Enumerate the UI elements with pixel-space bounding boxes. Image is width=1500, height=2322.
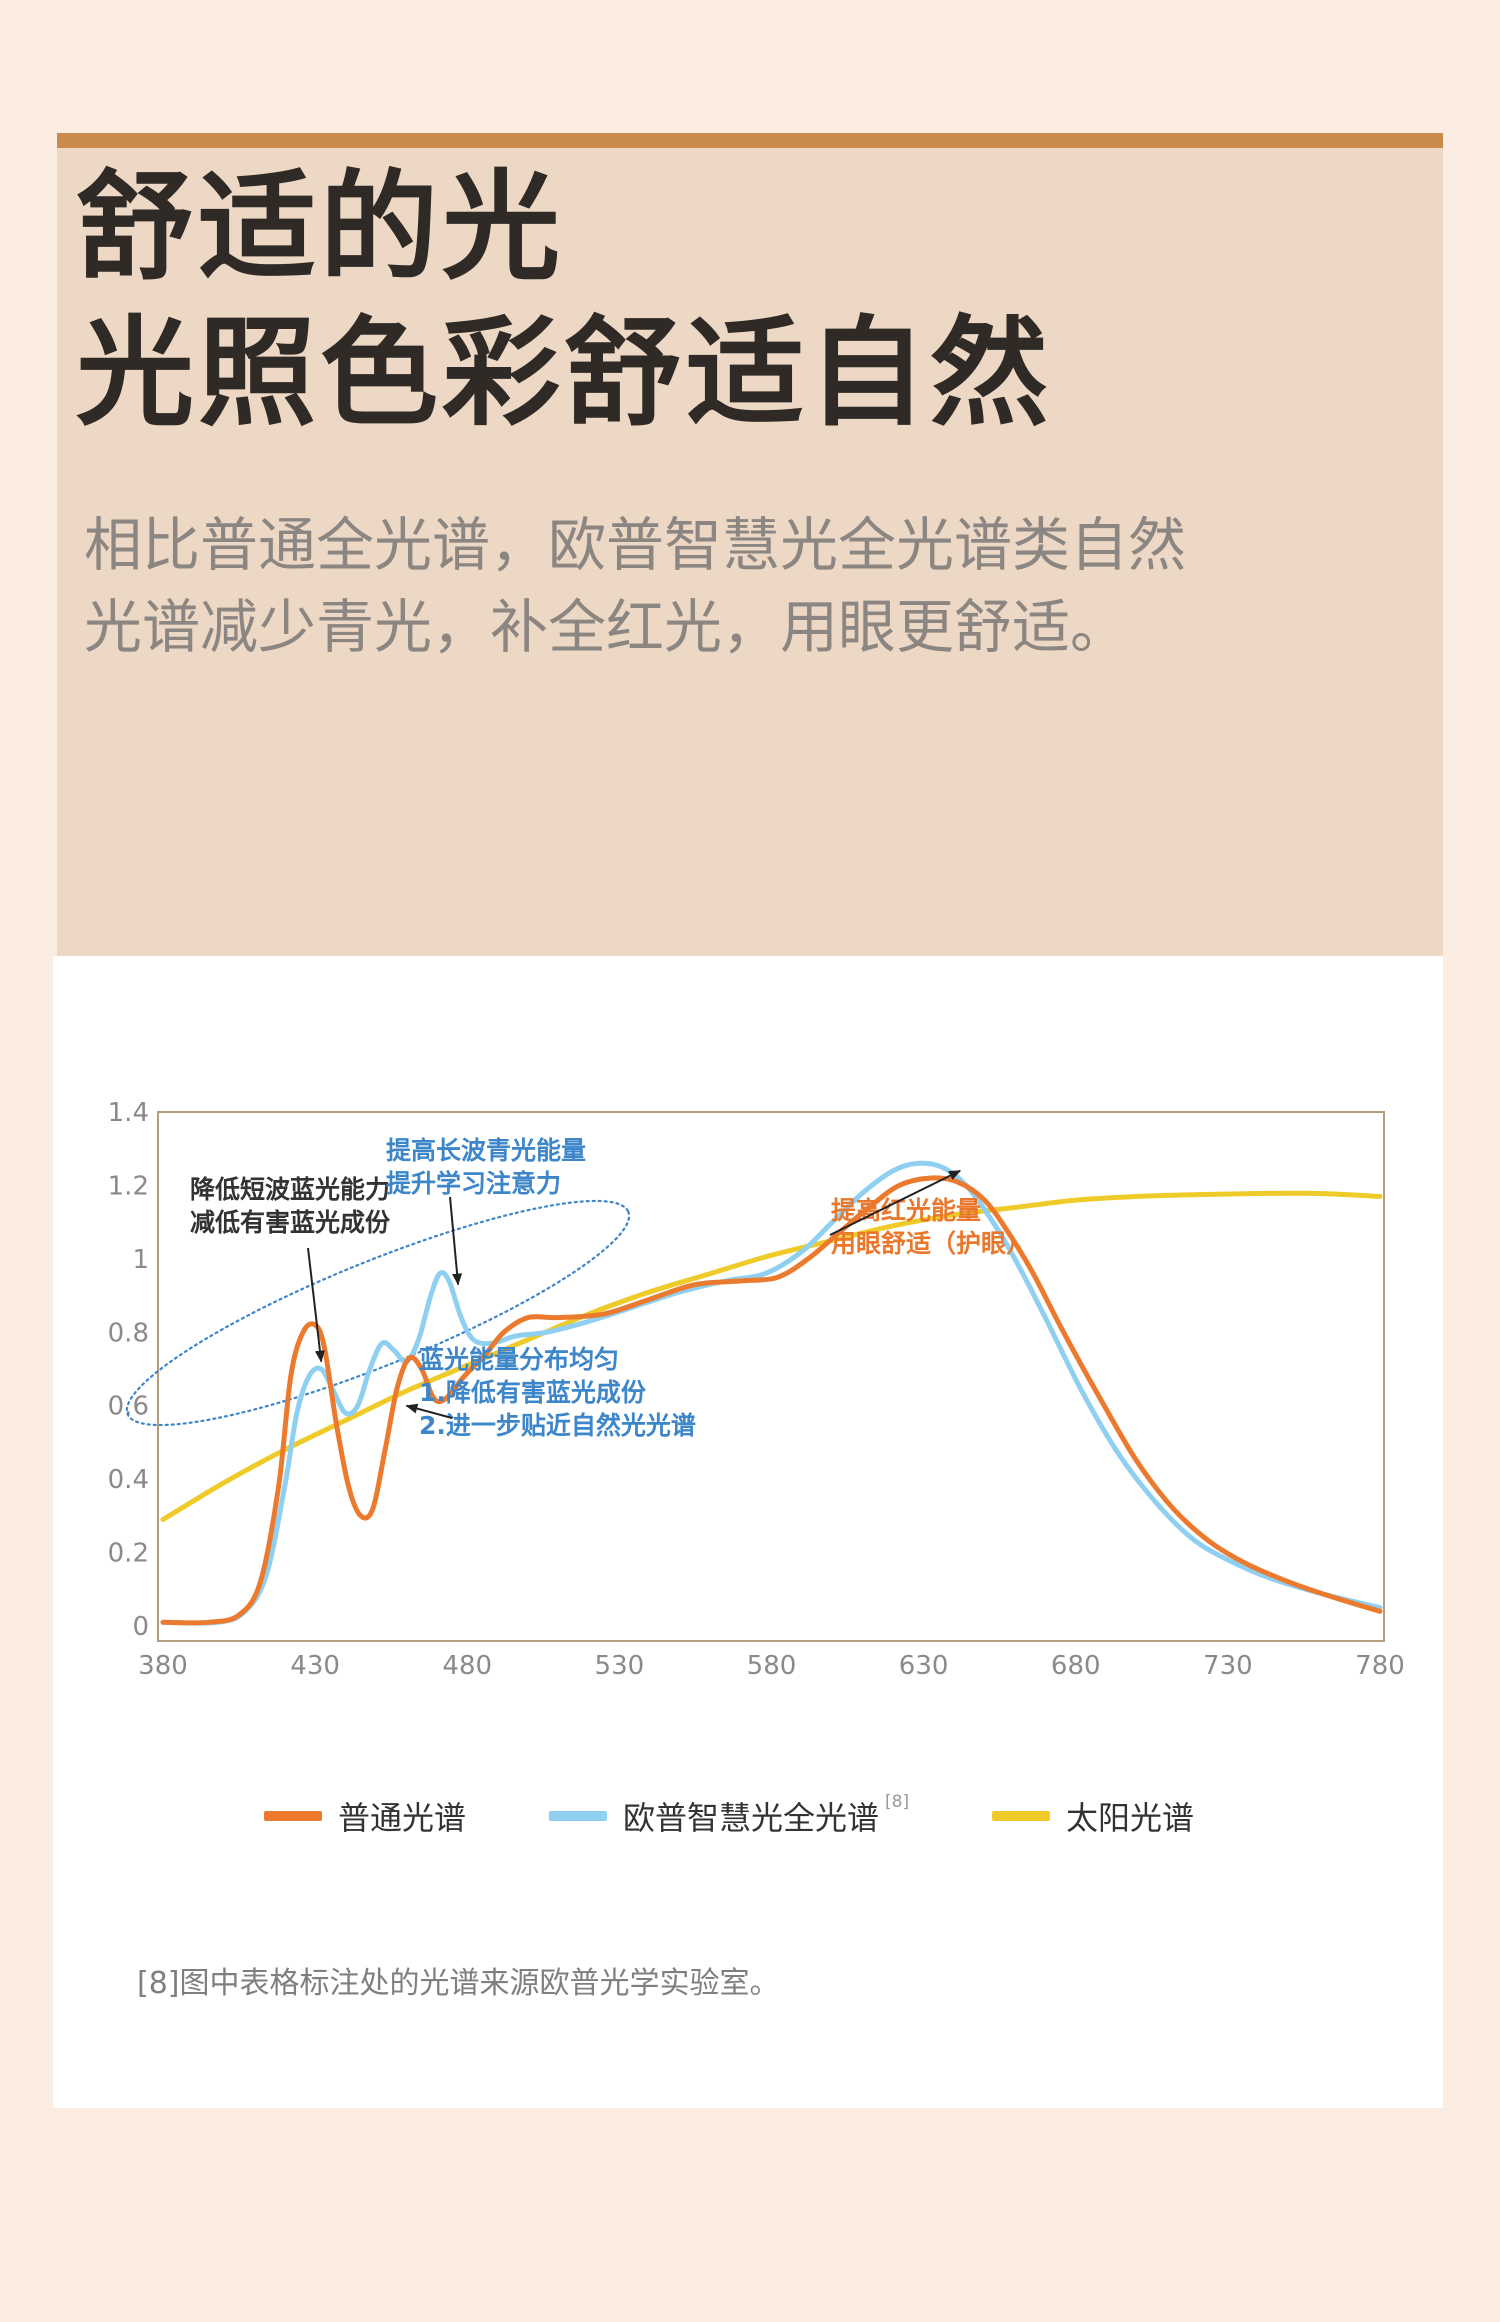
legend-swatch-sun [992, 1811, 1050, 1821]
y-tick-label: 0.8 [108, 1318, 149, 1348]
description-line-1: 相比普通全光谱，欧普智慧光全光谱类自然 [84, 511, 1187, 579]
y-tick-label: 1 [132, 1245, 149, 1275]
legend-label-opple: 欧普智慧光全光谱 [623, 1799, 880, 1837]
annotation-distribution-line-1: 蓝光能量分布均匀 [419, 1345, 619, 1374]
x-tick-label: 780 [1355, 1651, 1405, 1681]
legend-swatch-ordinary [264, 1811, 322, 1821]
y-tick-label: 0 [132, 1612, 149, 1642]
legend-swatch-opple [549, 1811, 607, 1821]
legend-item-sun: 太阳光谱 [992, 1790, 1194, 1842]
x-tick-label: 680 [1051, 1651, 1101, 1681]
annotation-long-wave-line-2: 提升学习注意力 [386, 1169, 561, 1198]
x-tick-label: 480 [442, 1651, 492, 1681]
annotation-short-wave-line-1: 降低短波蓝光能力 [190, 1175, 390, 1204]
annotation-distribution-line-2: 1.降低有害蓝光成份 [419, 1378, 646, 1407]
description-line-2: 光谱减少青光，补全红光，用眼更舒适。 [84, 593, 1129, 661]
page-subtitle: 光照色彩舒适自然 [76, 304, 1053, 442]
annotation-long-wave-arrow [449, 1196, 463, 1286]
x-axis-ticks: 380 430 480 530 580 630 680 730 780 [138, 1651, 1405, 1681]
page-title: 舒适的光 [76, 158, 565, 296]
series-line-sun [160, 1190, 1383, 1522]
annotation-distribution-line-3: 2.进一步贴近自然光光谱 [419, 1411, 696, 1440]
highlight-ellipse [125, 1199, 631, 1427]
y-tick-label: 0.6 [108, 1392, 149, 1422]
y-tick-label: 0.4 [108, 1465, 149, 1495]
chart-card: 0 0.2 0.4 0.6 0.8 1 1.2 1.4 380 430 480 530 580 630 6… [53, 956, 1443, 2108]
x-tick-label: 580 [747, 1651, 797, 1681]
annotation-short-wave-line-2: 减低有害蓝光成份 [190, 1208, 390, 1237]
plot-frame [157, 1111, 1385, 1642]
y-tick-label: 0.2 [108, 1539, 149, 1569]
legend-item-opple: 欧普智慧光全光谱 [8] [549, 1790, 909, 1842]
spectrum-chart: 0 0.2 0.4 0.6 0.8 1 1.2 1.4 380 430 480 530 580 630 6… [108, 1098, 1405, 1681]
annotation-red-light-arrow [829, 1169, 962, 1236]
y-tick-label: 1.4 [108, 1098, 149, 1128]
x-tick-label: 530 [595, 1651, 645, 1681]
annotation-long-wave-line-1: 提高长波青光能量 [386, 1136, 586, 1165]
top-accent-bar [57, 133, 1443, 148]
footnote-reference: [8] [885, 1792, 910, 1812]
annotation-distribution-arrow [405, 1403, 453, 1419]
hero-panel [57, 148, 1443, 956]
annotation-red-light-line-2: 用眼舒适（护眼） [831, 1229, 1031, 1258]
footnote: [8]图中表格标注处的光谱来源欧普光学实验室。 [137, 1966, 780, 2001]
x-tick-label: 430 [290, 1651, 340, 1681]
y-axis-ticks: 0 0.2 0.4 0.6 0.8 1 1.2 1.4 [108, 1098, 149, 1642]
series-line-ordinary [160, 1175, 1383, 1626]
x-tick-label: 730 [1203, 1651, 1253, 1681]
y-tick-label: 1.2 [108, 1171, 149, 1201]
legend-label-ordinary: 普通光谱 [338, 1799, 467, 1837]
legend-label-sun: 太阳光谱 [1066, 1799, 1195, 1837]
annotation-red-light-line-1: 提高红光能量 [831, 1196, 981, 1225]
x-tick-label: 630 [899, 1651, 949, 1681]
legend-item-ordinary: 普通光谱 [264, 1790, 466, 1842]
annotation-short-wave-arrow [307, 1247, 325, 1363]
x-tick-label: 380 [138, 1651, 188, 1681]
